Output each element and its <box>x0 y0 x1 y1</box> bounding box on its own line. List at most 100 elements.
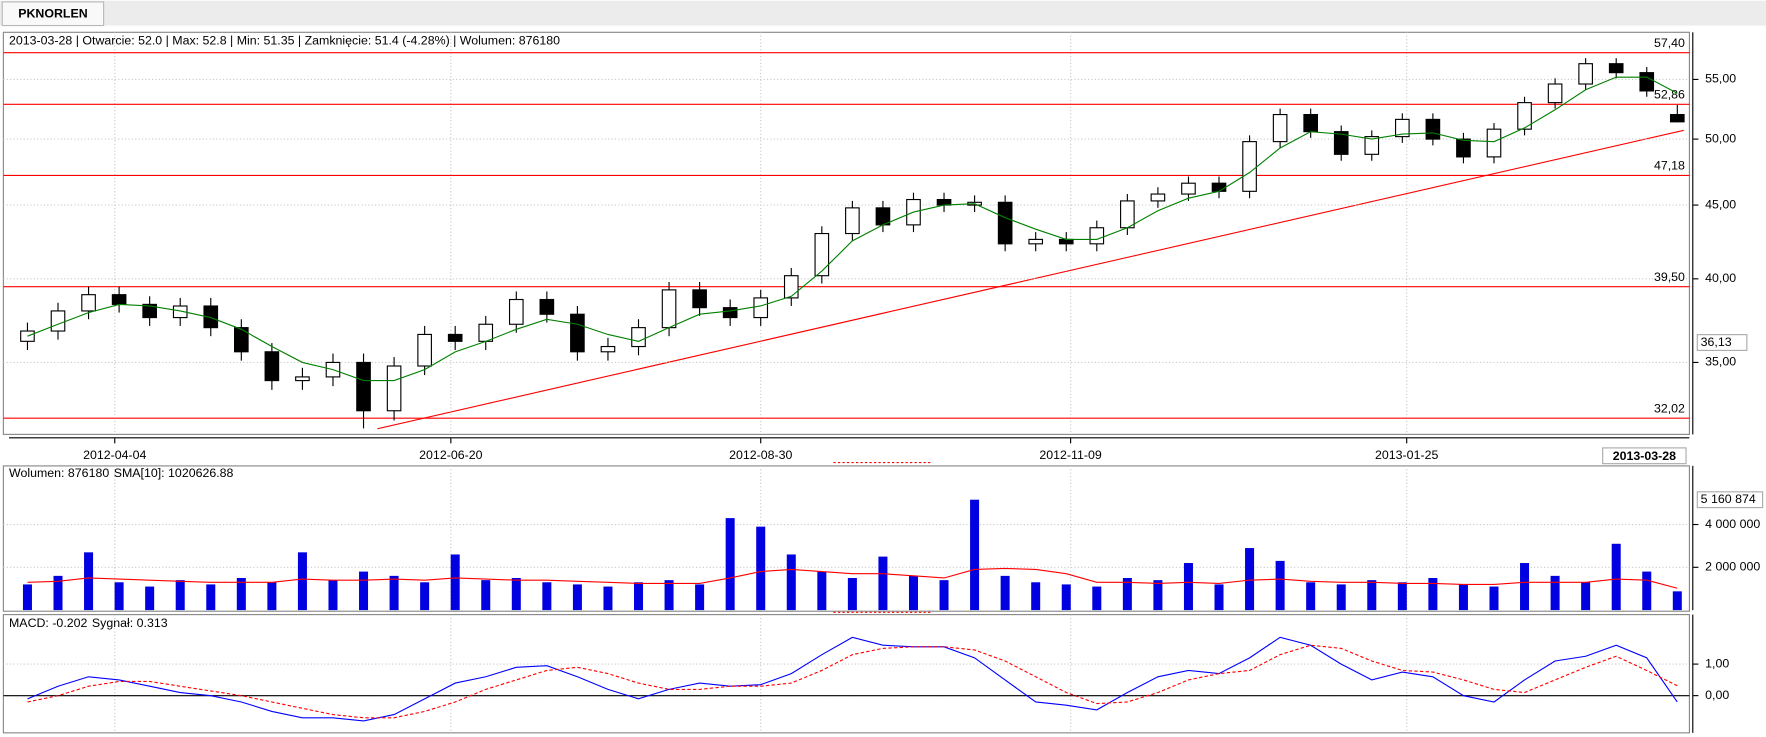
volume-bar <box>53 575 63 611</box>
candle-body <box>1242 141 1257 192</box>
volume-bar <box>114 582 124 611</box>
y-tick-label: 50,00 <box>1705 131 1736 145</box>
candle-body <box>417 333 432 367</box>
candle-body <box>661 289 677 329</box>
volume-bar <box>1031 582 1041 611</box>
level-label: 52,86 <box>1654 88 1685 102</box>
candle-body <box>172 305 188 319</box>
y-tick-label: 45,00 <box>1705 197 1736 211</box>
volume-bar <box>1306 582 1316 611</box>
volume-bar <box>1183 563 1193 611</box>
volume-bar <box>1489 586 1499 611</box>
candle-body <box>1669 113 1685 123</box>
volume-bar <box>1000 575 1010 611</box>
y-tick-label: 40,00 <box>1705 271 1736 285</box>
candle-body <box>1547 83 1563 104</box>
max-value-label: 5 160 874 <box>1701 492 1756 506</box>
legend-entry: MACD: -0.202 <box>9 616 88 630</box>
volume-bar <box>695 584 705 611</box>
volume-bar <box>236 578 246 611</box>
candle-body <box>600 345 616 353</box>
volume-bar <box>1367 580 1377 611</box>
y-tick-label: 35,00 <box>1705 355 1736 369</box>
volume-bar <box>1397 582 1407 611</box>
volume-bar <box>725 518 735 611</box>
x-tick-label: 2012-04-04 <box>83 448 146 462</box>
candle-body <box>1639 72 1655 92</box>
volume-bar <box>1275 560 1285 611</box>
volume-bar <box>1122 578 1132 611</box>
legend-entry: Sygnał: 0.313 <box>92 616 168 630</box>
volume-bar <box>481 580 491 611</box>
candle-body <box>1303 113 1318 133</box>
volume-bar <box>908 575 918 611</box>
volume-bar <box>786 554 796 611</box>
y-tick-label: 2 000 000 <box>1705 560 1760 574</box>
candle-body <box>356 361 371 412</box>
volume-bar <box>84 552 94 611</box>
candle-body <box>1364 136 1380 155</box>
macd-panel <box>2 614 1690 734</box>
candle-body <box>1486 128 1502 158</box>
volume-bar <box>1153 580 1163 611</box>
volume-bar <box>328 580 338 611</box>
level-label: 57,40 <box>1654 36 1685 50</box>
candle-body <box>722 307 738 319</box>
volume-bar <box>847 578 857 611</box>
volume-bar <box>634 582 644 611</box>
volume-bar <box>970 499 980 611</box>
volume-bar <box>1214 584 1224 611</box>
max-value-box <box>1696 491 1764 509</box>
candle-body <box>1517 102 1532 130</box>
volume-bar <box>206 584 216 611</box>
x-tick-label: 2012-06-20 <box>419 448 482 462</box>
tab-bar <box>0 0 1766 26</box>
level-label: 39,50 <box>1654 270 1685 284</box>
candle-body <box>539 298 555 315</box>
y-tick-label: 1,00 <box>1705 656 1729 670</box>
candle-body <box>1333 131 1349 155</box>
volume-bar <box>603 586 613 611</box>
volume-bar <box>817 571 827 611</box>
y-tick-label: 0,00 <box>1705 688 1729 702</box>
volume-bar <box>1611 543 1621 611</box>
candle-body <box>692 289 707 309</box>
candle-body <box>142 303 157 319</box>
volume-bar <box>756 526 766 611</box>
volume-bar <box>420 582 430 611</box>
volume-panel <box>2 465 1690 612</box>
volume-bar <box>175 580 185 611</box>
candle-body <box>1028 238 1044 245</box>
volume-bar <box>664 580 674 611</box>
volume-bar <box>297 552 307 611</box>
cursor-date-label: 2013-03-28 <box>1613 449 1676 463</box>
tab-label[interactable]: PKNORLEN <box>18 7 88 21</box>
volume-bar <box>1336 584 1346 611</box>
candle-body <box>1058 238 1074 245</box>
volume-bar <box>1520 563 1530 611</box>
price-panel <box>2 31 1690 435</box>
candle-body <box>753 297 769 319</box>
candle-body <box>20 330 35 342</box>
volume-bar <box>267 582 277 611</box>
legend-entry: Wolumen: 876180 <box>9 466 109 480</box>
volume-bar <box>450 554 460 611</box>
tab[interactable] <box>1 1 105 27</box>
candle-body <box>1272 113 1288 143</box>
series-line <box>27 644 1678 719</box>
candle-body <box>631 327 646 348</box>
cursor-price-label: 36,13 <box>1701 335 1732 349</box>
level-label: 32,02 <box>1654 401 1685 415</box>
candle-body <box>1456 138 1471 158</box>
volume-bar <box>145 586 155 611</box>
volume-bar <box>1061 584 1071 611</box>
x-tick-label: 2012-11-09 <box>1039 448 1101 462</box>
volume-bar <box>1550 575 1560 611</box>
candle-body <box>386 365 402 412</box>
candle-body <box>508 298 524 325</box>
candle-body <box>234 327 249 353</box>
volume-bar <box>1642 571 1652 611</box>
series-line <box>27 636 1678 722</box>
candle-body <box>997 201 1013 245</box>
candle-body <box>1120 200 1135 229</box>
